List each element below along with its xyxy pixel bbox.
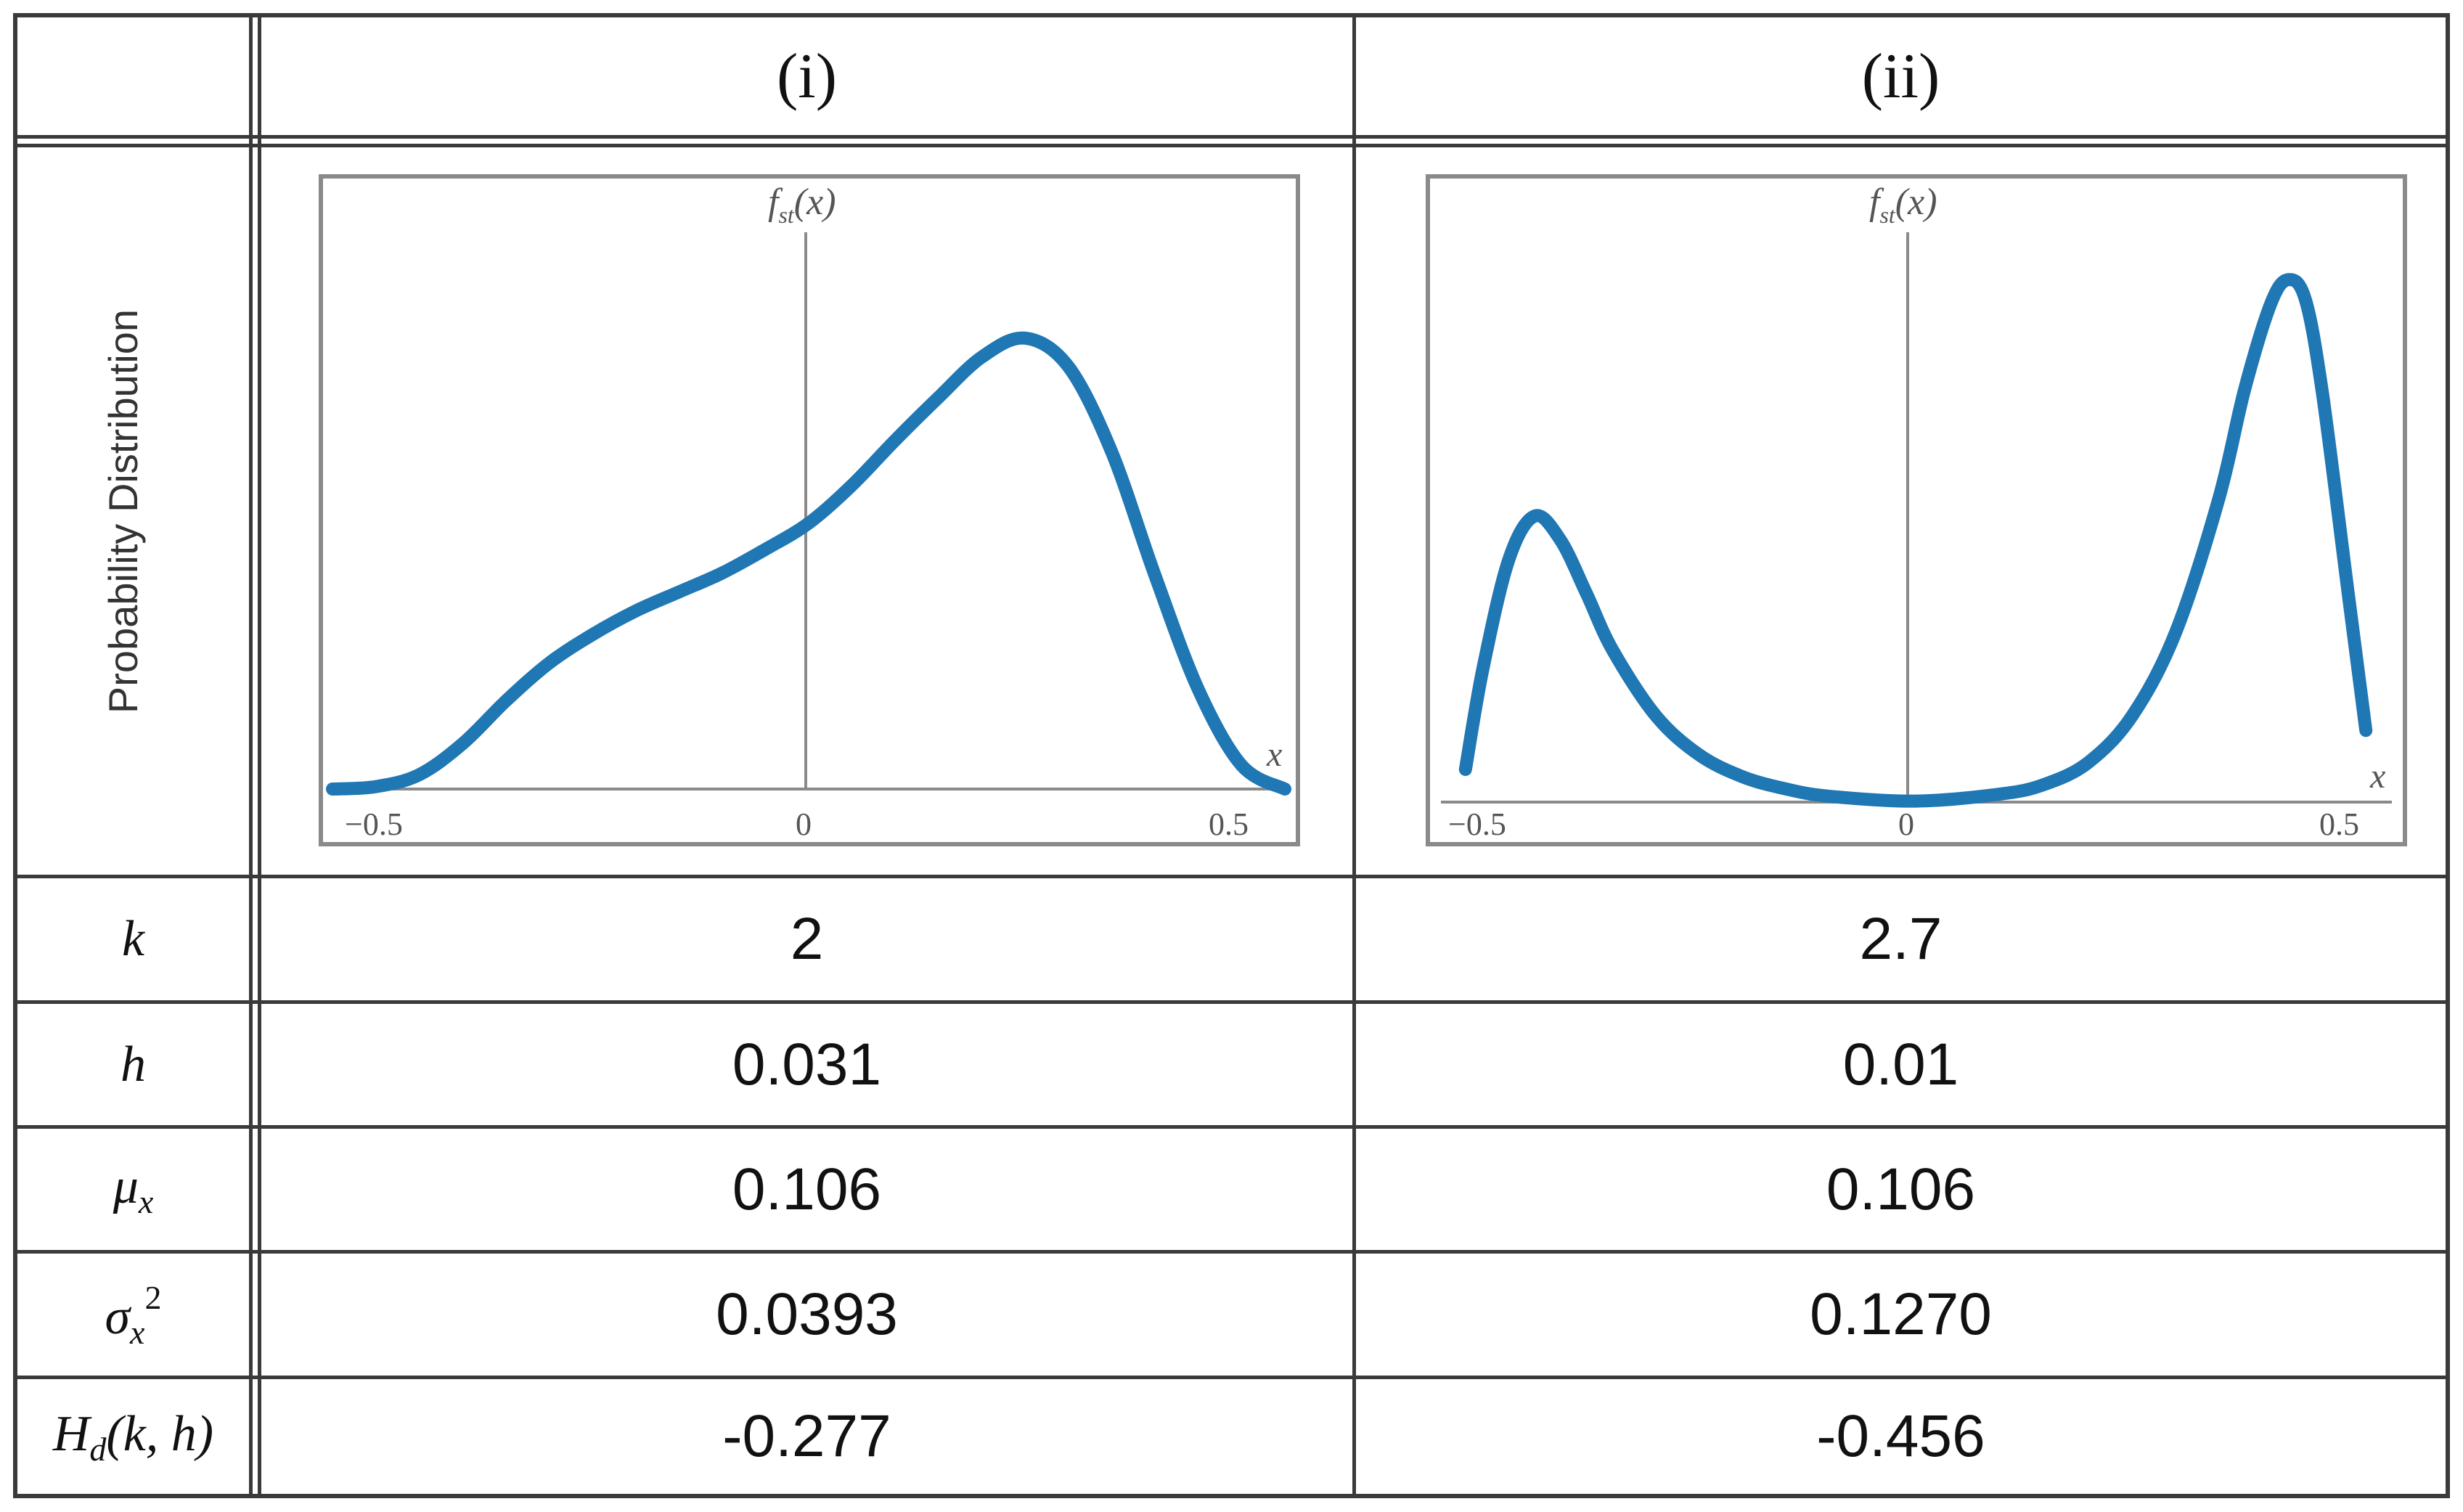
table-border-left bbox=[13, 13, 17, 1498]
header-divider-a bbox=[13, 135, 2450, 139]
row-divider bbox=[13, 875, 2450, 878]
row-header-probability-distribution: Probability Distribution bbox=[15, 147, 232, 875]
y-axis-label: fst(x) bbox=[768, 181, 836, 228]
chart-i: fst(x) x −0.5 0 0.5 bbox=[319, 174, 1300, 846]
row-header-label: Probability Distribution bbox=[100, 308, 147, 714]
x-tick-label: −0.5 bbox=[345, 806, 403, 842]
value-k-ii: 2.7 bbox=[1859, 906, 1943, 972]
value-h-ii: 0.01 bbox=[1842, 1031, 1959, 1098]
column-divider-1a bbox=[249, 13, 253, 1498]
row-divider bbox=[13, 1250, 2450, 1254]
value-mu-ii: 0.106 bbox=[1826, 1156, 1976, 1222]
plot-frame bbox=[1426, 174, 2407, 846]
series-line bbox=[326, 331, 1291, 796]
x-tick-label: 0 bbox=[1898, 806, 1914, 842]
symbol-args: (k, h) bbox=[106, 1405, 214, 1462]
table-border-top bbox=[13, 13, 2450, 17]
row-symbol-k: k bbox=[17, 878, 249, 1000]
row-divider bbox=[13, 1125, 2450, 1129]
column-header-ii: (ii) bbox=[1861, 41, 1940, 112]
header-divider-b bbox=[13, 144, 2450, 147]
x-tick-label: 0.5 bbox=[1209, 806, 1249, 842]
x-tick-label: 0 bbox=[796, 806, 812, 842]
chart-ii: fst(x) x −0.5 0 0.5 bbox=[1426, 174, 2407, 846]
value-hd-ii: -0.456 bbox=[1816, 1403, 1985, 1469]
row-symbol-sigma-x-squared: σx2 bbox=[17, 1254, 249, 1376]
row-divider bbox=[13, 1000, 2450, 1004]
column-divider-2 bbox=[1352, 13, 1356, 1498]
x-tick-label: 0.5 bbox=[2319, 806, 2359, 842]
value-hd-i: -0.277 bbox=[722, 1403, 891, 1469]
symbol-H: H bbox=[52, 1405, 90, 1462]
subscript-x: x bbox=[138, 1183, 154, 1220]
row-symbol-hd: Hd(k, h) bbox=[17, 1379, 249, 1494]
column-header-i: (i) bbox=[776, 41, 838, 112]
subscript-x: x bbox=[130, 1313, 145, 1351]
row-divider bbox=[13, 1376, 2450, 1379]
subscript-d: d bbox=[89, 1430, 107, 1468]
value-mu-i: 0.106 bbox=[732, 1156, 882, 1222]
column-divider-1b bbox=[258, 13, 261, 1498]
value-k-i: 2 bbox=[790, 906, 824, 972]
symbol-k: k bbox=[121, 911, 145, 967]
table-border-bottom bbox=[13, 1494, 2450, 1498]
symbol-h: h bbox=[121, 1036, 146, 1092]
x-tick-label: −0.5 bbox=[1448, 806, 1506, 842]
row-symbol-h: h bbox=[17, 1004, 249, 1125]
row-symbol-mu-x: μx bbox=[17, 1129, 249, 1250]
value-sigma-ii: 0.1270 bbox=[1810, 1281, 1992, 1347]
symbol-mu: μ bbox=[113, 1158, 139, 1214]
series-line bbox=[1458, 273, 2373, 808]
value-h-i: 0.031 bbox=[732, 1031, 882, 1098]
superscript-2: 2 bbox=[144, 1278, 162, 1316]
x-axis-label: x bbox=[1266, 735, 1282, 774]
y-axis-label: fst(x) bbox=[1869, 181, 1937, 228]
x-axis-label: x bbox=[2369, 757, 2385, 796]
table-border-right bbox=[2446, 13, 2450, 1498]
symbol-sigma: σ bbox=[105, 1288, 131, 1345]
value-sigma-i: 0.0393 bbox=[716, 1281, 898, 1347]
